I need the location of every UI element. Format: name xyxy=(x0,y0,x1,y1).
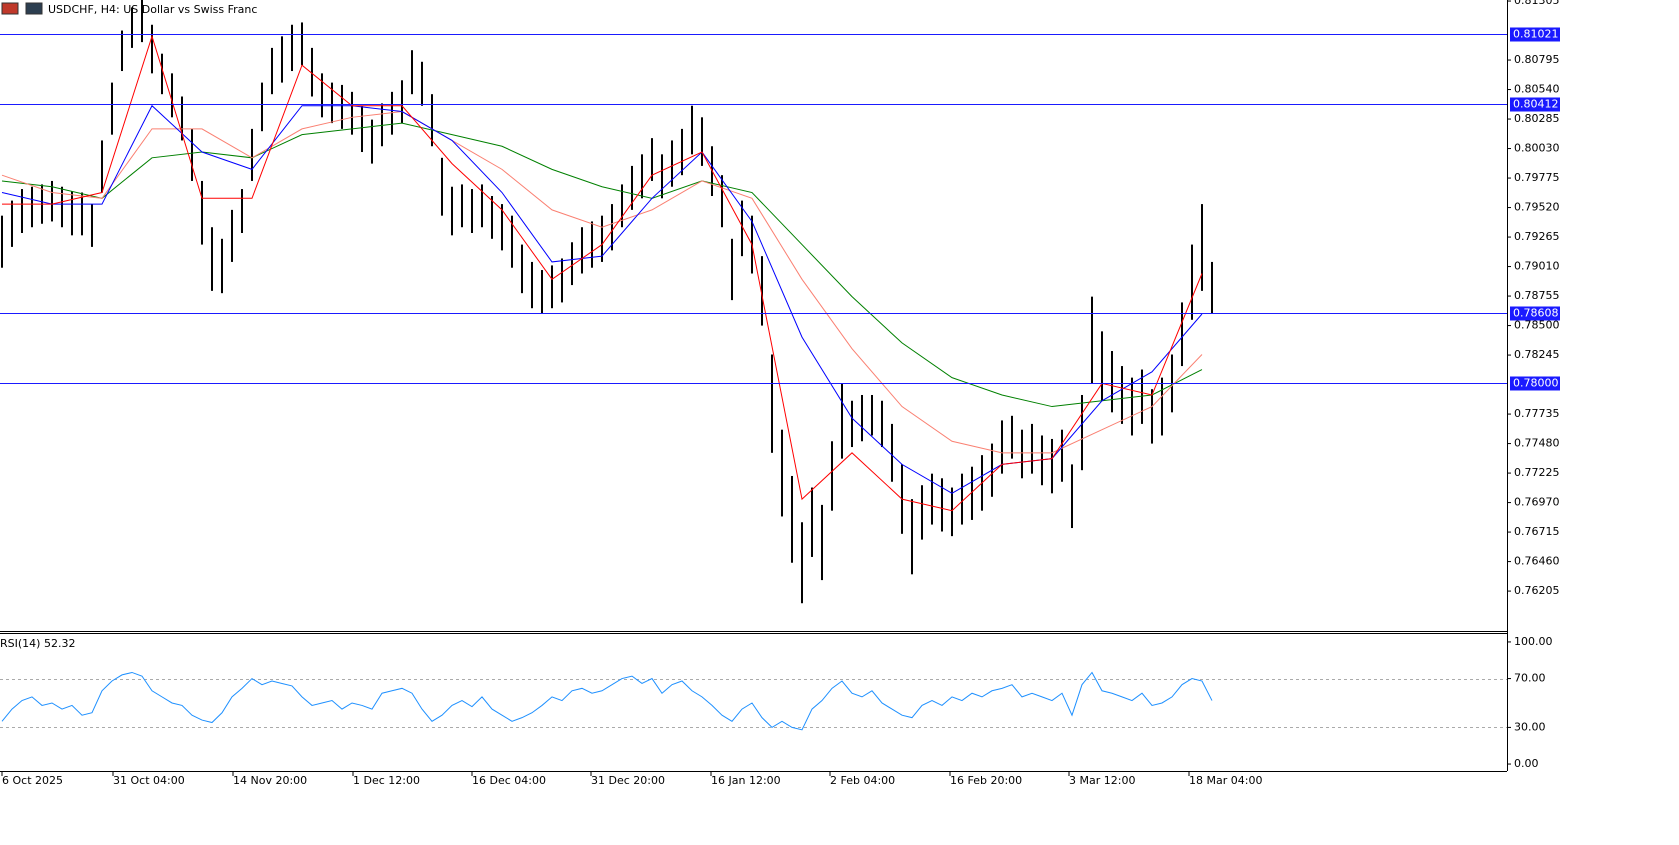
y-tick-label: 0.76970 xyxy=(1514,496,1560,509)
chart-title: USDCHF, H4: US Dollar vs Swiss Franc xyxy=(48,3,257,16)
rsi-y-tick-label: 100.00 xyxy=(1514,635,1553,648)
level-label: 0.78608 xyxy=(1513,307,1559,320)
y-tick-label: 0.78755 xyxy=(1514,289,1560,302)
y-tick-label: 0.80795 xyxy=(1514,53,1560,66)
icon xyxy=(25,2,43,15)
y-tick-label: 0.76460 xyxy=(1514,555,1560,568)
x-tick-label: 14 Nov 20:00 xyxy=(233,774,307,787)
y-tick-label: 0.76205 xyxy=(1514,584,1560,597)
y-tick-label: 0.80285 xyxy=(1514,112,1560,125)
x-tick-label: 1 Dec 12:00 xyxy=(353,774,420,787)
rsi-line xyxy=(1,671,1213,731)
x-tick-label: 3 Mar 12:00 xyxy=(1069,774,1135,787)
y-tick-label: 0.77225 xyxy=(1514,466,1560,479)
y-tick-label: 0.79010 xyxy=(1514,260,1560,273)
y-tick-label: 0.79265 xyxy=(1514,230,1560,243)
x-tick-label: 16 Dec 04:00 xyxy=(472,774,546,787)
level-label: 0.80412 xyxy=(1513,98,1559,111)
x-tick-label: 6 Oct 2025 xyxy=(2,774,63,787)
x-tick-label: 2 Feb 04:00 xyxy=(830,774,895,787)
icon xyxy=(1,2,19,15)
level-label-box xyxy=(1510,376,1560,391)
moving-average xyxy=(2,34,1203,512)
y-tick-label: 0.80030 xyxy=(1514,142,1560,155)
rsi-label: RSI(14) 52.32 xyxy=(0,637,75,650)
level-label-box xyxy=(1510,27,1560,42)
rsi-y-tick-label: 30.00 xyxy=(1514,720,1546,733)
moving-average xyxy=(1,111,1203,454)
level-label-box xyxy=(1510,306,1560,321)
y-tick-label: 0.81305 xyxy=(1514,0,1560,7)
y-tick-label: 0.79520 xyxy=(1514,201,1560,214)
y-tick-label: 0.78245 xyxy=(1514,348,1560,361)
rsi-y-tick-label: 70.00 xyxy=(1514,672,1546,685)
toolbar-icons xyxy=(1,2,43,15)
y-tick-label: 0.78500 xyxy=(1514,319,1560,332)
y-tick-label: 0.80540 xyxy=(1514,83,1560,96)
y-tick-label: 0.76715 xyxy=(1514,525,1560,538)
x-tick-label: 16 Jan 12:00 xyxy=(711,774,781,787)
rsi-y-tick-label: 0.00 xyxy=(1514,757,1539,770)
level-label-box xyxy=(1510,97,1560,112)
x-tick-label: 31 Oct 04:00 xyxy=(113,774,185,787)
x-tick-label: 18 Mar 04:00 xyxy=(1189,774,1262,787)
level-label: 0.78000 xyxy=(1513,377,1559,390)
x-tick-label: 16 Feb 20:00 xyxy=(950,774,1022,787)
y-tick-label: 0.79775 xyxy=(1514,171,1560,184)
y-tick-label: 0.77735 xyxy=(1514,407,1560,420)
level-label: 0.81021 xyxy=(1513,28,1559,41)
x-tick-label: 31 Dec 20:00 xyxy=(591,774,665,787)
y-tick-label: 0.77480 xyxy=(1514,437,1560,450)
